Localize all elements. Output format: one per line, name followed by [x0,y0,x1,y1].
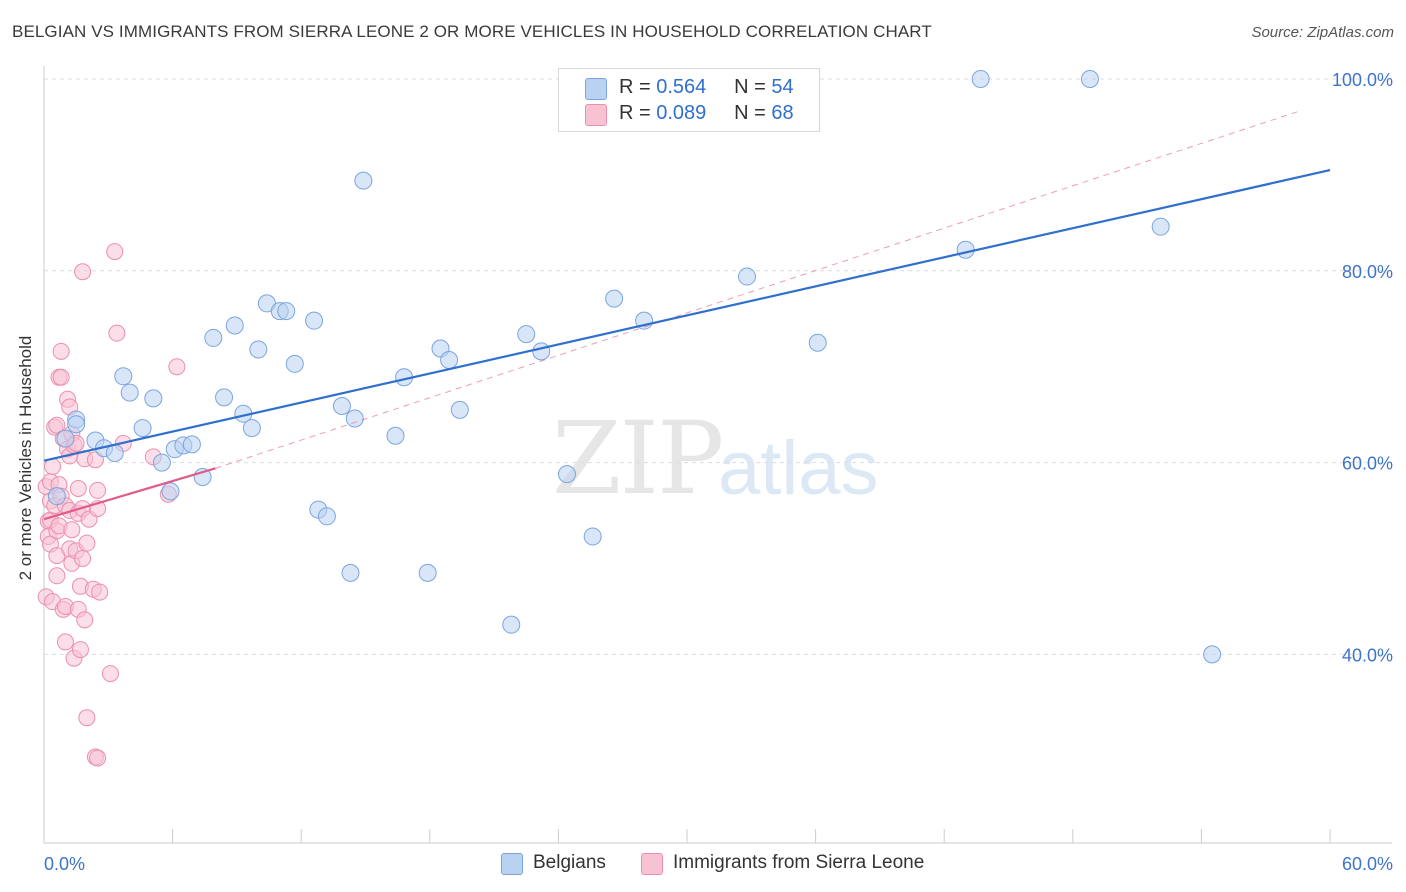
tick-labels: 40.0% 60.0% 80.0% 100.0% 0.0% 60.0% [44,70,1393,874]
belgian-point [418,563,437,582]
belgian-point [249,340,268,359]
sierra-leone-point [48,567,66,585]
chart-title: BELGIAN VS IMMIGRANTS FROM SIERRA LEONE … [12,22,932,41]
belgian-point [225,316,244,335]
belgian-point [450,400,469,419]
belgian-point [144,389,163,408]
sierra-leone-point [74,263,92,281]
belgian-point [1151,217,1170,236]
belgian-points [47,70,1222,664]
source-label[interactable]: Source: ZipAtlas.com [1251,24,1394,41]
y-tick-label: 80.0% [1342,262,1393,282]
belgian-point [47,487,66,506]
belgian-point [583,527,602,546]
belgian-point [557,465,576,484]
belgians-swatch [501,853,523,875]
watermark-zip: ZIP [552,400,724,517]
belgian-point [182,435,201,454]
n-value-belgians: 54 [771,76,794,98]
belgian-point [1080,70,1099,88]
watermark-atlas: atlas [718,426,879,511]
axes [43,66,1392,844]
belgian-point [345,409,364,428]
sierra-leone-point [56,633,74,651]
y-tick-label: 40.0% [1342,645,1393,665]
belgian-point [956,240,975,259]
sierra-leone-point [63,521,81,539]
y-tick-label: 60.0% [1342,454,1393,474]
belgian-point [738,267,757,286]
belgians-swatch [585,78,607,100]
sierra-leone-point [74,550,92,567]
n-label: N = [734,102,766,124]
belgian-point [285,354,304,373]
sierra-leone-point [52,368,70,386]
r-label: R = [619,76,651,98]
sierra-leone-point [108,324,126,342]
sierra-leone-point [71,641,89,659]
belgian-point [386,426,405,445]
gridlines [44,78,1392,655]
belgian-point [56,429,75,448]
belgian-trend-line [43,169,1331,462]
belgian-point [242,419,261,438]
sierra-leone-point [76,611,94,629]
sierra-leone-trend-extension [215,111,1299,469]
sierra-leone-point [78,709,96,727]
belgian-point [152,453,171,472]
sierra-leone-point [91,583,109,601]
sierra-leone-point [78,534,96,552]
belgian-point [67,415,86,434]
belgian-point [305,311,324,330]
sierra-leone-point [106,243,124,261]
belgian-point [808,333,827,352]
belgian-point [133,419,152,438]
sierra-leone-swatch [585,104,607,126]
sierra-leone-point [89,481,107,499]
belgian-point [532,342,551,361]
x-tick-label: 60.0% [1342,854,1393,874]
belgian-point [517,325,536,344]
belgian-point [502,615,521,634]
sierra-leone-point [89,749,107,767]
correlation-legend: R = 0.564 N = 54 R = 0.089 N = 68 [558,68,820,132]
belgian-point [971,70,990,88]
belgian-point [161,482,180,501]
sierra-leone-point [101,665,119,683]
sierra-leone-point [69,479,87,497]
sierra-leone-point [52,342,70,360]
belgian-point [317,507,336,526]
sierra-leone-swatch [641,853,663,875]
r-value-belgians: 0.564 [656,76,707,98]
sierra-leone-points [37,243,186,767]
belgian-point [605,289,624,308]
n-value-sierra-leone: 68 [771,102,794,124]
belgian-point [354,171,373,190]
belgian-point [440,350,459,369]
belgian-point [204,328,223,347]
legend-label-belgians: Belgians [533,852,606,873]
legend-label-sierra-leone: Immigrants from Sierra Leone [673,852,925,873]
x-tick-label: 0.0% [44,854,85,874]
belgian-point [114,367,133,386]
belgian-point [277,302,296,321]
n-label: N = [734,76,766,98]
belgian-point [341,563,360,582]
belgian-point [1203,645,1222,664]
trend-lines [43,111,1331,521]
belgian-point [215,388,234,407]
y-tick-label: 100.0% [1332,70,1393,90]
r-label: R = [619,102,651,124]
belgian-point [332,397,351,416]
r-value-sierra-leone: 0.089 [656,102,707,124]
sierra-leone-trend-line [43,467,216,521]
sierra-leone-point [168,358,186,376]
belgian-point [120,383,139,402]
